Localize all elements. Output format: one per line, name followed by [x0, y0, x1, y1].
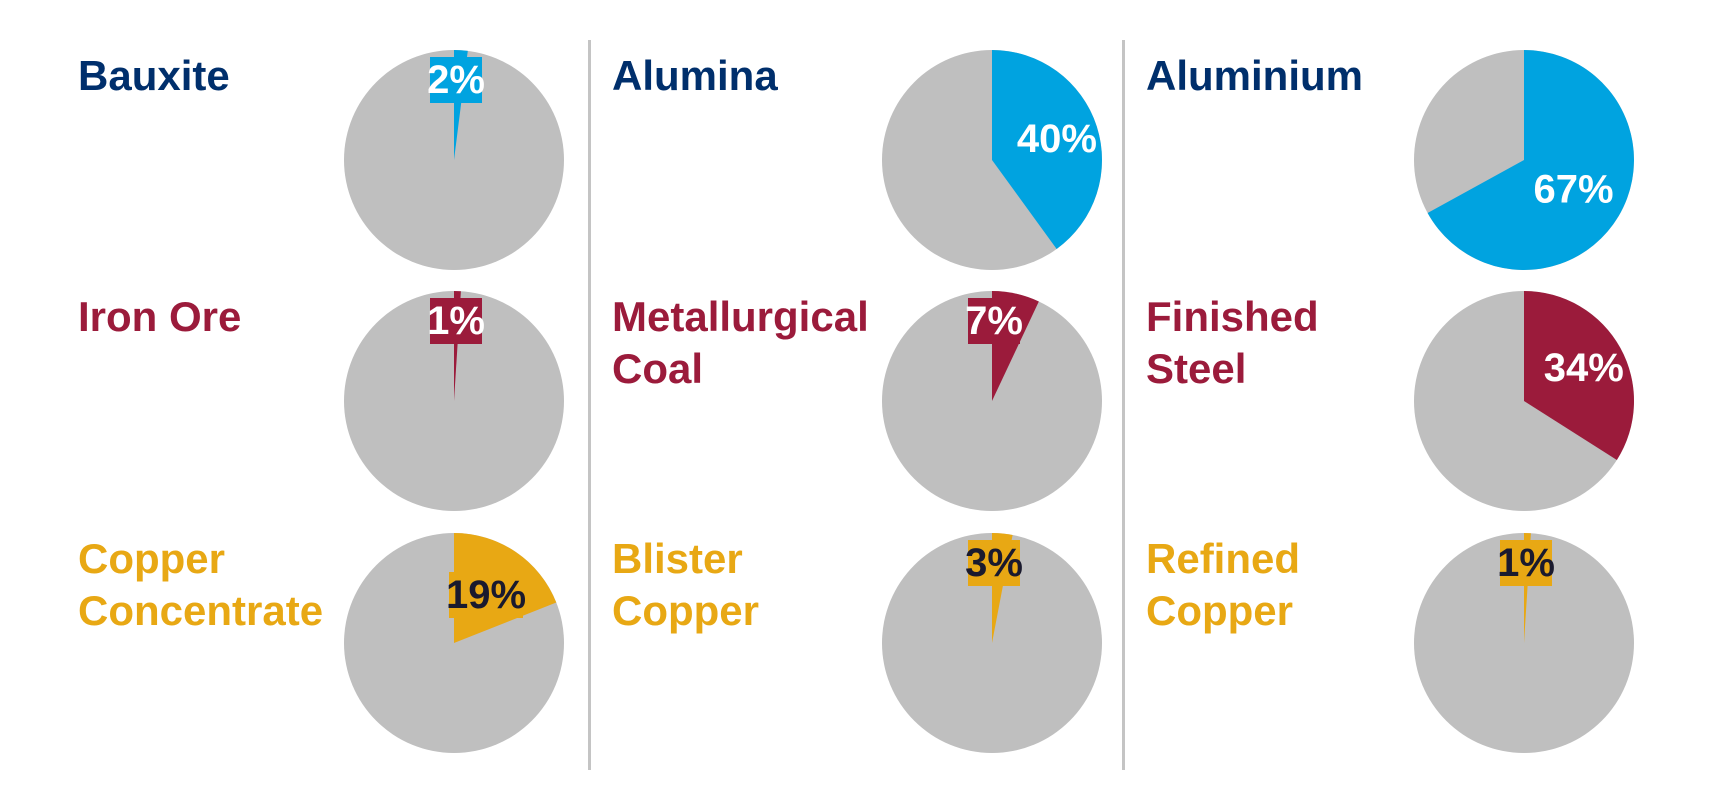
pie-chart: 2%	[344, 50, 564, 270]
column-divider-2	[1122, 40, 1125, 770]
pie-chart: 67%	[1414, 50, 1634, 270]
pie-chart: 7%	[882, 291, 1102, 511]
pie-cell-bauxite: Bauxite 2%	[78, 50, 618, 290]
pie-cell-alumina: Alumina 40%	[612, 50, 1152, 290]
pie-chart: 40%	[882, 50, 1102, 270]
pie-title: Finished Steel	[1146, 293, 1319, 392]
pie-cell-finished-steel: Finished Steel 34%	[1146, 291, 1686, 531]
pie-slice-highlight	[1524, 291, 1634, 460]
pie-value-label: 34%	[1544, 346, 1624, 390]
pie-cell-copper-concentrate: Copper Concentrate 19%	[78, 533, 618, 773]
pie-title: Metallurgical Coal	[612, 293, 869, 392]
pie-value-label: 1%	[427, 299, 485, 343]
pie-title: Aluminium	[1146, 52, 1363, 99]
pie-cell-metallurgical-coal: Metallurgical Coal 7%	[612, 291, 1152, 531]
pie-value-label: 67%	[1533, 168, 1613, 212]
pie-value-label: 1%	[1497, 541, 1555, 585]
pie-value-label: 2%	[427, 58, 485, 102]
pie-chart: 1%	[344, 291, 564, 511]
pie-title: Bauxite	[78, 52, 230, 99]
pie-title: Alumina	[612, 52, 778, 99]
pie-value-label-box	[1500, 540, 1552, 586]
pie-value-label-box	[430, 298, 482, 344]
pie-slice-highlight	[1427, 50, 1634, 270]
column-divider-1	[588, 40, 591, 770]
pie-title: Iron Ore	[78, 293, 242, 340]
pie-title: Blister Copper	[612, 535, 759, 634]
pie-cell-refined-copper: Refined Copper 1%	[1146, 533, 1686, 773]
pie-title: Refined Copper	[1146, 535, 1301, 634]
pie-value-label: 40%	[1017, 117, 1097, 161]
pie-chart: 1%	[1414, 533, 1634, 753]
pie-value-label-box	[968, 540, 1020, 586]
pie-value-label-box	[430, 57, 482, 103]
pie-cell-aluminium: Aluminium 67%	[1146, 50, 1686, 290]
pie-chart: 19%	[344, 533, 564, 753]
pie-value-label: 19%	[446, 573, 526, 617]
pie-value-label: 3%	[965, 541, 1023, 585]
pie-cell-iron-ore: Iron Ore 1%	[78, 291, 618, 531]
pie-value-label-box	[968, 298, 1020, 344]
pie-slice-highlight	[992, 50, 1102, 249]
pie-value-label: 7%	[965, 299, 1023, 343]
pie-chart: 34%	[1414, 291, 1634, 511]
pie-cell-blister-copper: Blister Copper 3%	[612, 533, 1152, 773]
pie-chart: 3%	[882, 533, 1102, 753]
pie-value-label-box	[449, 572, 523, 618]
pie-title: Copper Concentrate	[78, 535, 324, 634]
